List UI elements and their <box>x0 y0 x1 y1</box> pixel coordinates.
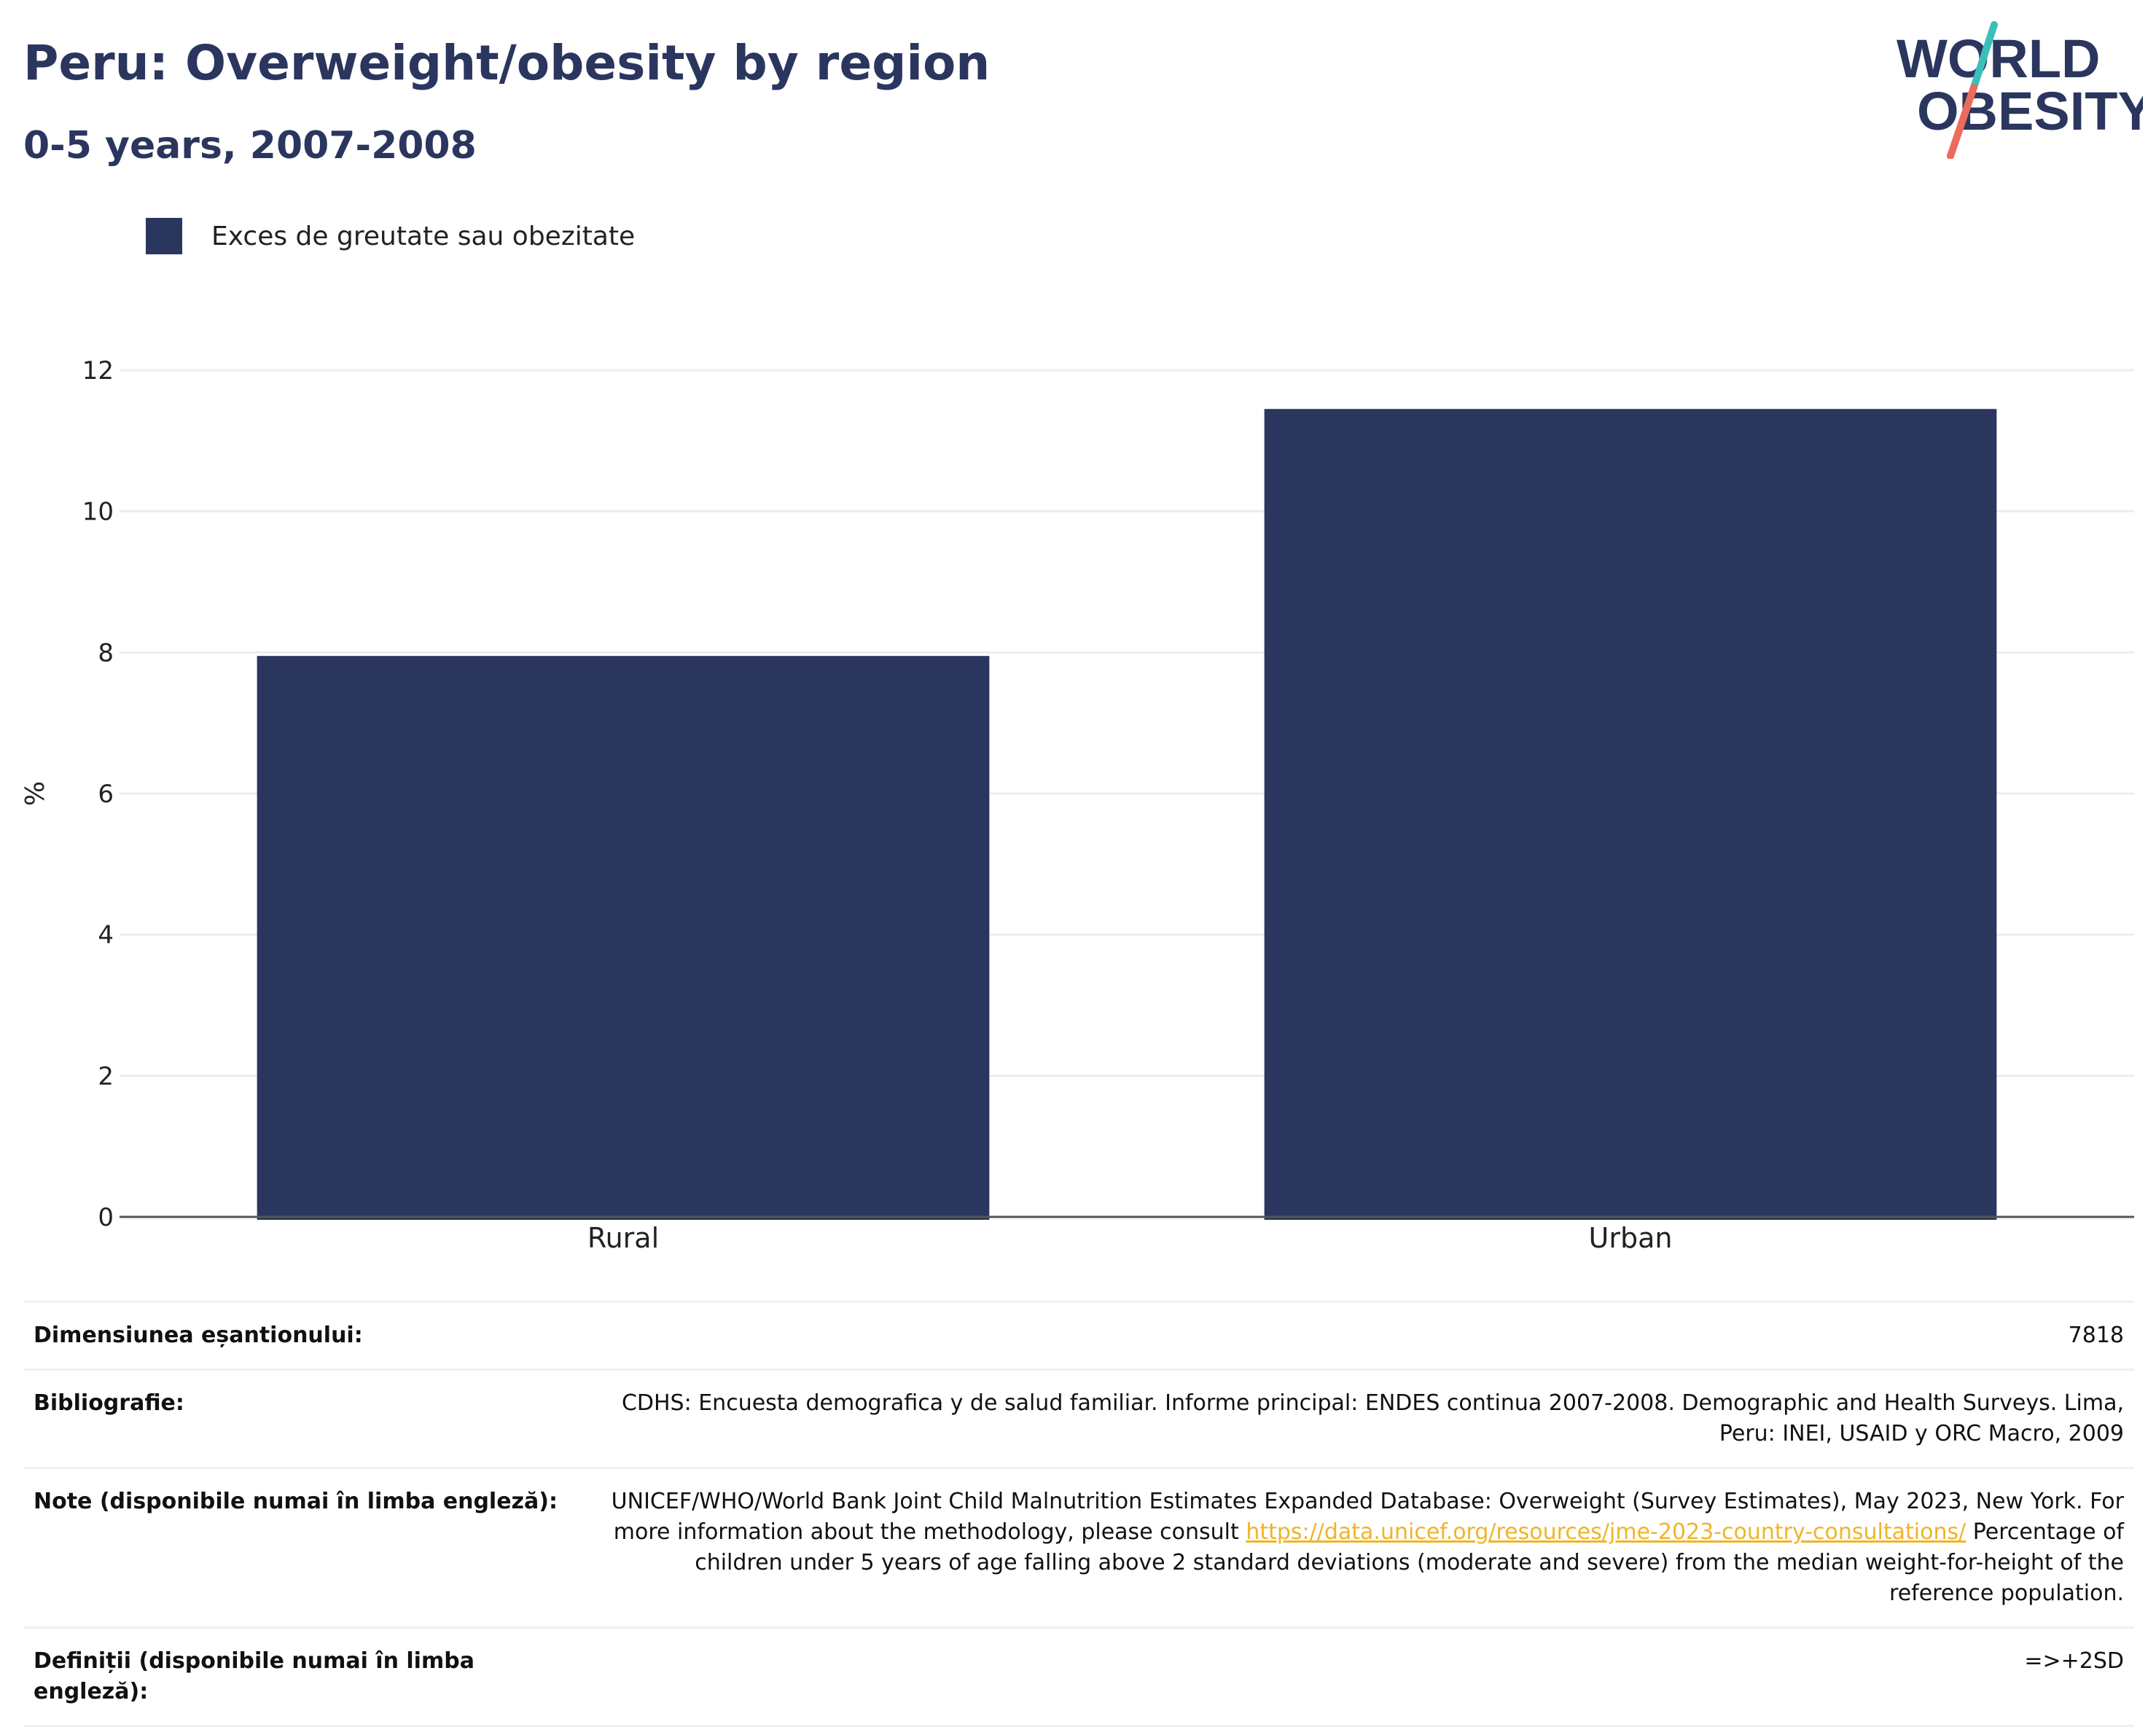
sample-size-value: 7818 <box>2068 1323 2124 1348</box>
methodology-link[interactable]: https://data.unicef.org/resources/jme-20… <box>1246 1519 1966 1545</box>
notes-label: Note (disponibile numai în limba engleză… <box>34 1489 558 1514</box>
notes-text-before: UNICEF/WHO/World Bank Joint Child Malnut… <box>611 1489 2124 1545</box>
y-tick-label: 0 <box>98 1203 114 1232</box>
chart-title: Peru: Overweight/obesity by region <box>23 35 991 91</box>
definitions-value: =>+2SD <box>2024 1648 2124 1674</box>
bars <box>257 409 1997 1220</box>
sample-size-label: Dimensiunea eșantionului: <box>34 1323 363 1348</box>
chart-subtitle: 0-5 years, 2007-2008 <box>23 124 477 168</box>
logo-slash-bottom <box>1947 84 1977 159</box>
table-row: Note (disponibile numai în limba engleză… <box>23 1468 2134 1628</box>
y-tick-label: 2 <box>98 1062 114 1091</box>
chart-legend[interactable]: Exces de greutate sau obezitate <box>146 216 635 256</box>
bibliography-value: CDHS: Encuesta demografica y de salud fa… <box>621 1390 2124 1446</box>
logo-word-world: WORLD <box>1897 28 2101 89</box>
y-tick-label: 10 <box>82 498 114 527</box>
y-axis-label: % <box>20 781 50 806</box>
y-tick-label: 4 <box>98 921 114 950</box>
table-row: Definiții (disponibile numai în limba en… <box>23 1627 2134 1726</box>
y-tick-label: 12 <box>82 356 114 385</box>
notes-value: UNICEF/WHO/World Bank Joint Child Malnut… <box>598 1468 2134 1628</box>
table-row: Dimensiunea eșantionului: 7818 <box>23 1301 2134 1370</box>
definitions-label: Definiții (disponibile numai în limba en… <box>34 1648 474 1704</box>
bar-urban <box>1264 409 1997 1220</box>
y-tick-label: 6 <box>98 780 114 809</box>
table-row: Bibliografie: CDHS: Encuesta demografica… <box>23 1369 2134 1468</box>
notes-text-after: Percentage of children under 5 years of … <box>695 1519 2124 1606</box>
world-obesity-logo: WORLD OBESITY <box>1897 21 2143 159</box>
bibliography-label: Bibliografie: <box>34 1390 184 1416</box>
logo-slash-top <box>1970 21 1998 91</box>
legend-label: Exces de greutate sau obezitate <box>211 221 636 251</box>
legend-swatch <box>146 218 182 254</box>
logo-word-obesity: OBESITY <box>1917 81 2143 141</box>
x-tick-label: Urban <box>1589 1222 1673 1254</box>
bar-chart: 0 2 4 6 8 10 12 Rural Urban% <box>20 356 2134 1254</box>
labels: 0 2 4 6 8 10 12 Rural Urban% <box>20 356 1672 1254</box>
x-tick-label: Rural <box>587 1222 659 1254</box>
metadata-table: Dimensiunea eșantionului: 7818 Bibliogra… <box>23 1301 2134 1727</box>
bar-rural <box>257 656 990 1220</box>
y-tick-label: 8 <box>98 638 114 667</box>
